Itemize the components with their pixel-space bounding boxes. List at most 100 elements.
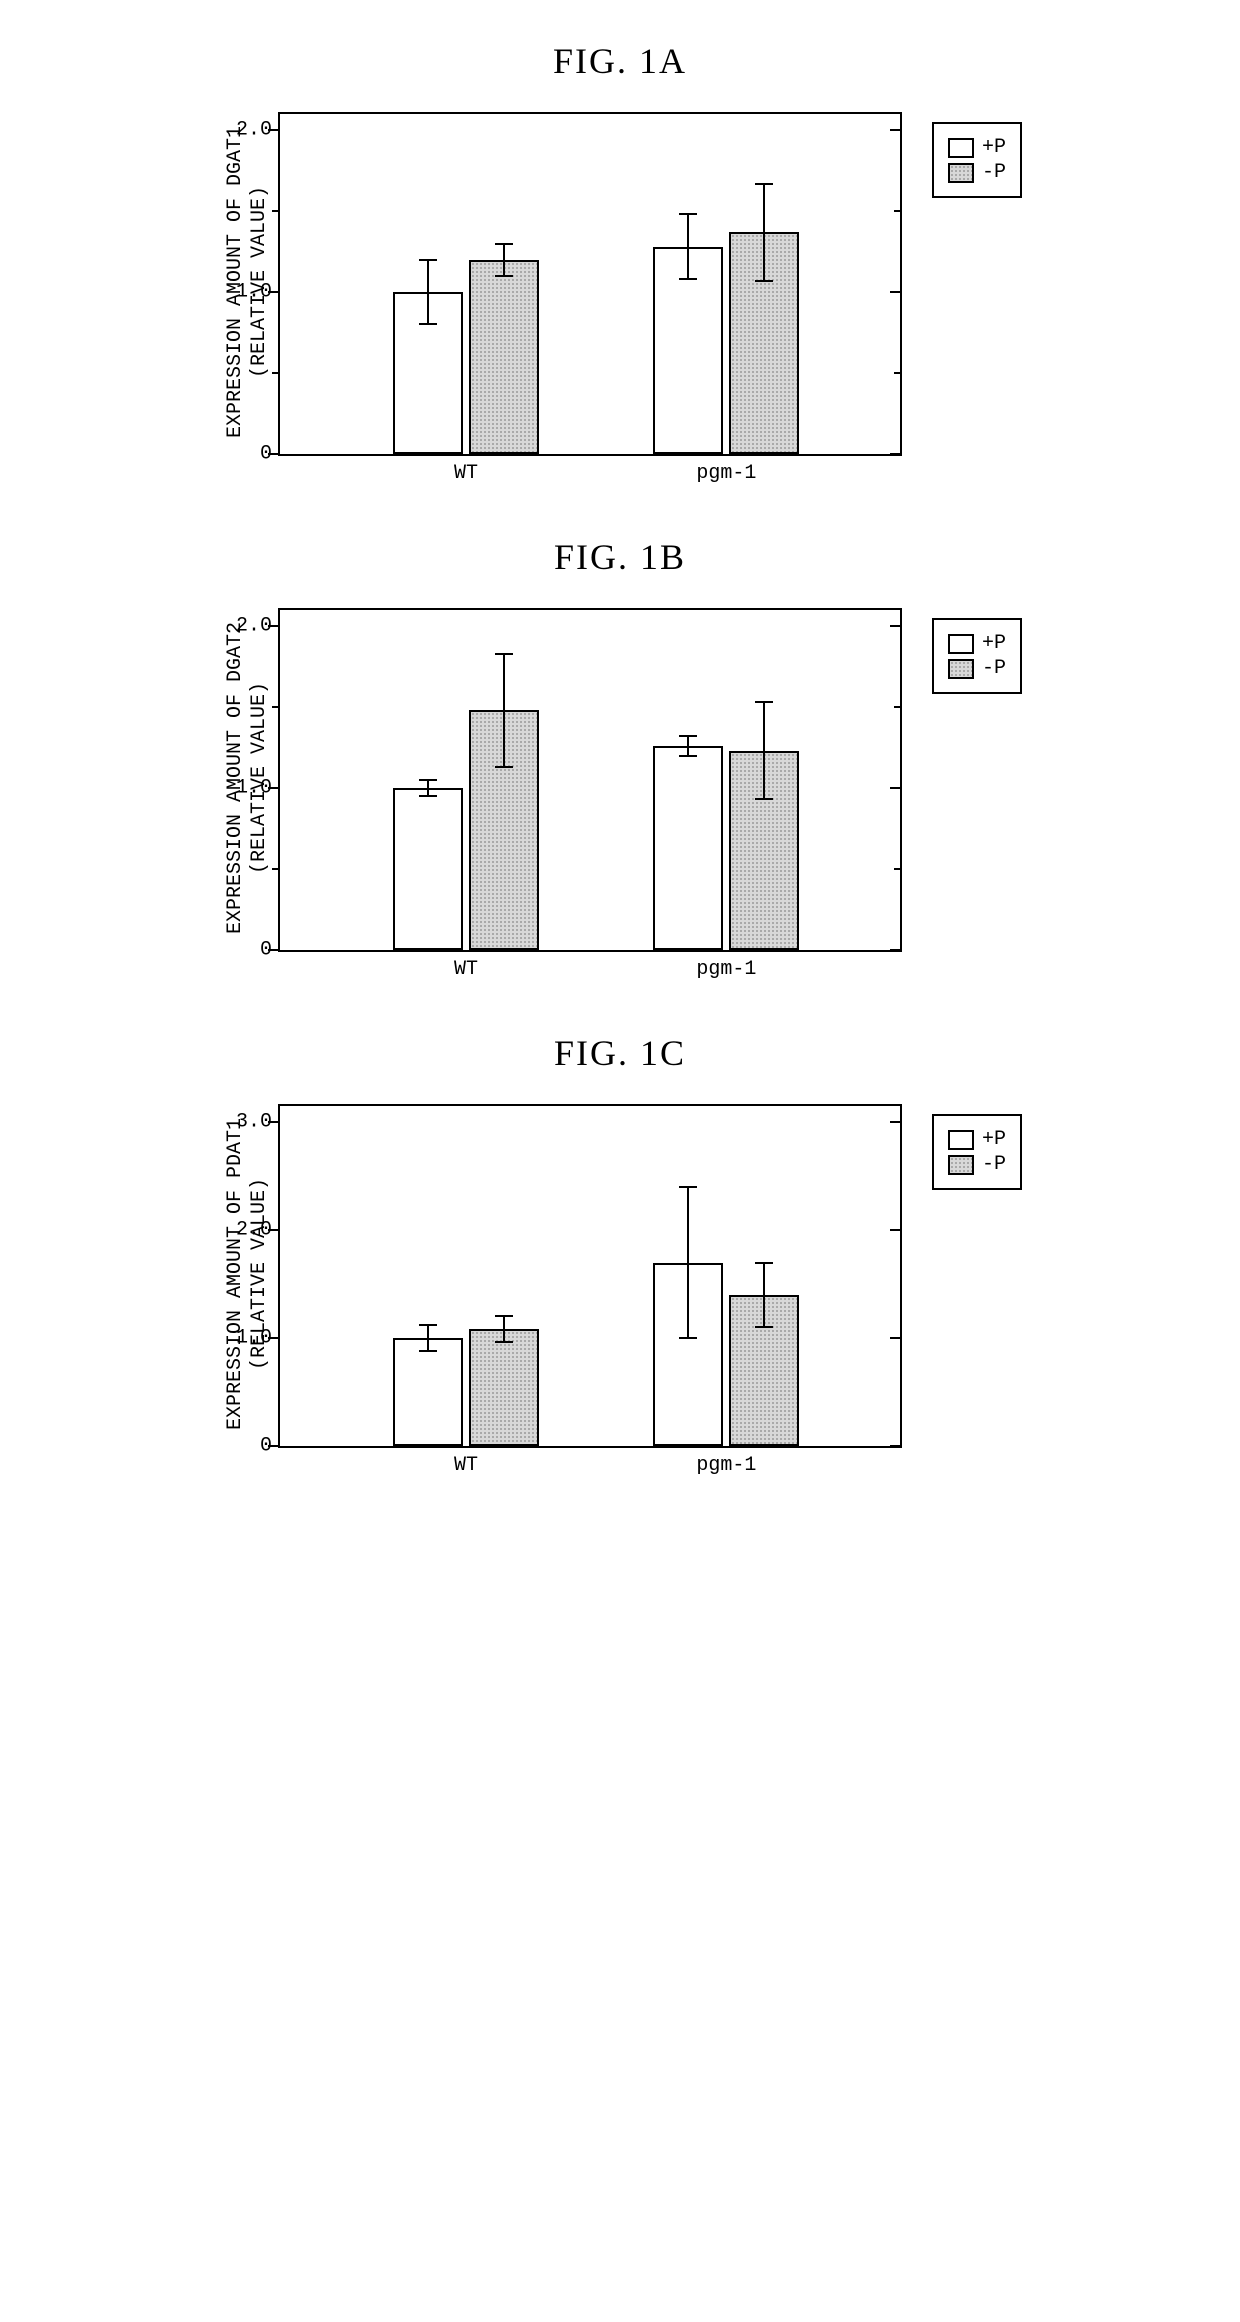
error-bar-cap: [679, 735, 697, 737]
legend: +P-P: [932, 1114, 1022, 1190]
error-bar-cap: [679, 1337, 697, 1339]
legend-item-plus-p: +P: [948, 1128, 1006, 1151]
figure-title: FIG. 1C: [20, 1032, 1220, 1074]
y-tick-mark: [890, 787, 902, 789]
error-bar-line: [687, 736, 689, 755]
error-bar-cap: [419, 1350, 437, 1352]
plot-zone: 01.02.0WTpgm-1: [278, 608, 902, 952]
error-bar-cap: [755, 798, 773, 800]
plot-box: 01.02.0WTpgm-1: [278, 112, 902, 456]
legend-swatch: [948, 138, 974, 158]
error-bar-cap: [419, 779, 437, 781]
legend-item-minus-p: -P: [948, 1153, 1006, 1176]
error-bar-cap: [755, 183, 773, 185]
figure-c: FIG. 1C EXPRESSION AMOUNT OF PDAT1(RELATI…: [20, 1032, 1220, 1448]
error-bar-line: [427, 1325, 429, 1351]
error-bar-cap: [495, 653, 513, 655]
bar-plusP: [393, 1338, 463, 1446]
y-tick-mark: [890, 1121, 902, 1123]
y-tick-mark: [890, 1229, 902, 1231]
y-tick-mark: [890, 1445, 902, 1447]
y-tick-mark: [268, 129, 280, 131]
legend-swatch: [948, 1155, 974, 1175]
bar-plusP: [393, 788, 463, 950]
y-tick-mark: [268, 1337, 280, 1339]
error-bar-line: [687, 1187, 689, 1338]
figure-set: FIG. 1A EXPRESSION AMOUNT OF DGAT1(RELATI…: [20, 40, 1220, 1448]
legend-label: +P: [982, 1128, 1006, 1151]
chart-row: EXPRESSION AMOUNT OF DGAT1(RELATIVE VALU…: [20, 112, 1220, 456]
error-bar-cap: [495, 275, 513, 277]
legend-label: -P: [982, 161, 1006, 184]
y-tick-mark: [268, 1229, 280, 1231]
error-bar-cap: [679, 278, 697, 280]
y-minor-tick: [894, 210, 902, 212]
x-tick-label: pgm-1: [696, 1446, 756, 1477]
y-tick-mark: [268, 625, 280, 627]
plot-zone: 01.02.0WTpgm-1: [278, 112, 902, 456]
error-bar-line: [427, 780, 429, 796]
error-bar-line: [763, 702, 765, 799]
legend-swatch: [948, 1130, 974, 1150]
x-tick-label: WT: [454, 454, 478, 485]
y-minor-tick: [272, 210, 280, 212]
error-bar-cap: [495, 766, 513, 768]
x-tick-label: pgm-1: [696, 950, 756, 981]
legend-swatch: [948, 659, 974, 679]
legend-label: -P: [982, 1153, 1006, 1176]
error-bar-cap: [419, 259, 437, 261]
error-bar-cap: [495, 243, 513, 245]
legend-item-minus-p: -P: [948, 161, 1006, 184]
y-minor-tick: [894, 706, 902, 708]
error-bar-line: [427, 260, 429, 325]
x-tick-label: WT: [454, 1446, 478, 1477]
y-minor-tick: [894, 868, 902, 870]
x-tick-label: WT: [454, 950, 478, 981]
error-bar-cap: [755, 701, 773, 703]
y-tick-mark: [890, 949, 902, 951]
error-bar-cap: [755, 1326, 773, 1328]
error-bar-cap: [419, 795, 437, 797]
legend-label: +P: [982, 632, 1006, 655]
figure-title: FIG. 1B: [20, 536, 1220, 578]
y-tick-mark: [890, 291, 902, 293]
legend-item-plus-p: +P: [948, 632, 1006, 655]
y-minor-tick: [894, 372, 902, 374]
figure-a: FIG. 1A EXPRESSION AMOUNT OF DGAT1(RELATI…: [20, 40, 1220, 456]
chart-area: EXPRESSION AMOUNT OF PDAT1(RELATIVE VALU…: [218, 1104, 902, 1448]
bar-minusP: [469, 1329, 539, 1446]
legend-swatch: [948, 163, 974, 183]
bar-plusP: [653, 746, 723, 950]
y-tick-mark: [268, 1121, 280, 1123]
error-bar-cap: [679, 755, 697, 757]
y-tick-mark: [268, 291, 280, 293]
plot-box: 01.02.0WTpgm-1: [278, 608, 902, 952]
legend: +P-P: [932, 122, 1022, 198]
y-tick-mark: [268, 949, 280, 951]
y-tick-mark: [890, 1337, 902, 1339]
error-bar-cap: [755, 1262, 773, 1264]
chart-area: EXPRESSION AMOUNT OF DGAT1(RELATIVE VALU…: [218, 112, 902, 456]
y-axis-label-container: EXPRESSION AMOUNT OF PDAT1(RELATIVE VALU…: [218, 1104, 278, 1444]
legend-label: +P: [982, 136, 1006, 159]
chart-row: EXPRESSION AMOUNT OF PDAT1(RELATIVE VALU…: [20, 1104, 1220, 1448]
error-bar-line: [503, 244, 505, 276]
y-minor-tick: [272, 868, 280, 870]
legend-label: -P: [982, 657, 1006, 680]
y-minor-tick: [272, 372, 280, 374]
error-bar-cap: [679, 1186, 697, 1188]
chart-row: EXPRESSION AMOUNT OF DGAT2(RELATIVE VALU…: [20, 608, 1220, 952]
y-tick-mark: [890, 129, 902, 131]
plot-zone: 01.02.03.0WTpgm-1: [278, 1104, 902, 1448]
error-bar-line: [763, 1263, 765, 1328]
error-bar-line: [687, 214, 689, 279]
legend: +P-P: [932, 618, 1022, 694]
y-tick-mark: [890, 453, 902, 455]
legend-swatch: [948, 634, 974, 654]
plot-box: 01.02.03.0WTpgm-1: [278, 1104, 902, 1448]
legend-item-minus-p: -P: [948, 657, 1006, 680]
y-tick-mark: [890, 625, 902, 627]
figure-title: FIG. 1A: [20, 40, 1220, 82]
chart-area: EXPRESSION AMOUNT OF DGAT2(RELATIVE VALU…: [218, 608, 902, 952]
error-bar-cap: [679, 213, 697, 215]
